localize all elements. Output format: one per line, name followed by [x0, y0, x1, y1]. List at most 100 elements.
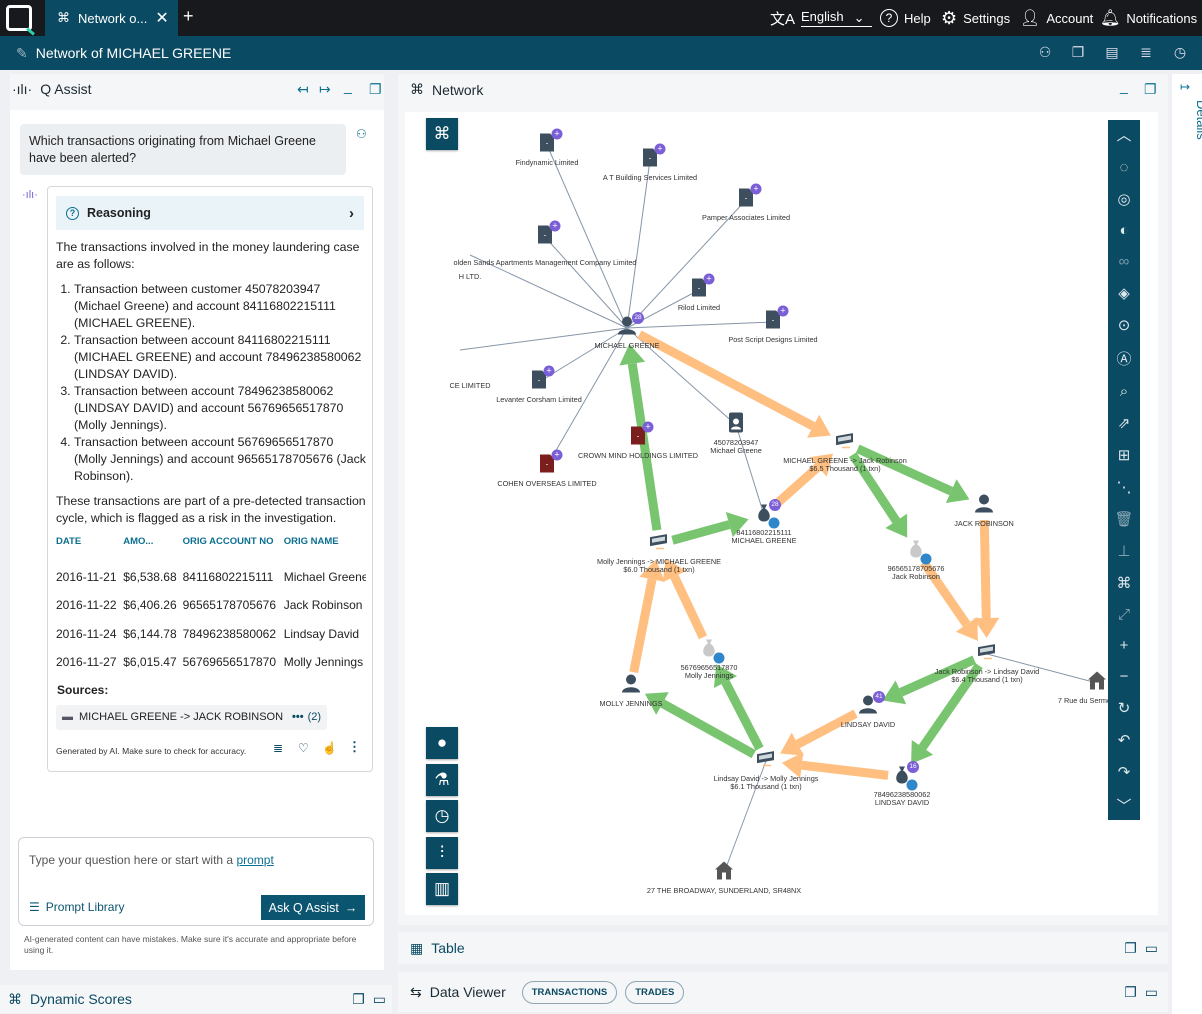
edge-beneficiary[interactable]: [855, 444, 970, 503]
chevron-down-icon[interactable]: ﹀: [1116, 798, 1132, 815]
edge-link[interactable]: [546, 327, 628, 467]
company-icon[interactable]: ▪▪: [642, 148, 658, 173]
company-red-icon[interactable]: ▪▪: [630, 426, 646, 451]
popout-icon[interactable]: ❐: [1124, 983, 1137, 1000]
collapse-left-icon[interactable]: ↤: [297, 81, 309, 97]
minimize-icon[interactable]: _: [1120, 78, 1128, 94]
auto-layout-icon[interactable]: Ⓐ: [1116, 351, 1132, 368]
person-icon[interactable]: [616, 316, 638, 341]
company-icon[interactable]: ▪▪: [691, 278, 707, 303]
copy-icon[interactable]: ❐: [1071, 44, 1085, 60]
edge-link[interactable]: [986, 653, 1098, 684]
maximize-icon[interactable]: ▭: [1144, 983, 1158, 1000]
company-icon[interactable]: ▪▪: [738, 188, 754, 213]
thumbs-up-icon[interactable]: ☝: [322, 741, 337, 755]
expand-right-icon[interactable]: ↦: [319, 81, 331, 97]
reasoning-toggle[interactable]: ? Reasoning ›: [56, 196, 364, 230]
edge-link[interactable]: [626, 199, 747, 329]
edge-beneficiary[interactable]: [882, 655, 977, 705]
edge-beneficiary[interactable]: [644, 692, 756, 759]
company-red-icon[interactable]: ▪▪: [539, 454, 555, 479]
expand-plus-icon[interactable]: +: [551, 449, 563, 461]
edge-link[interactable]: [469, 254, 628, 329]
edge-origin[interactable]: [771, 453, 834, 510]
database-icon[interactable]: ≣: [1140, 44, 1152, 60]
clipboard-icon[interactable]: ▤: [1105, 44, 1119, 60]
more-sources-button[interactable]: ••• (2): [286, 705, 328, 730]
expand-plus-icon[interactable]: +: [543, 365, 555, 377]
maximize-icon[interactable]: ▭: [372, 990, 386, 1007]
column-header[interactable]: DATE: [56, 535, 82, 547]
pin-icon[interactable]: ⊥: [1117, 543, 1131, 560]
fit-screen-icon[interactable]: ⤢: [1117, 606, 1130, 623]
edge-origin[interactable]: [662, 558, 708, 640]
refresh-icon[interactable]: ↻: [1117, 700, 1131, 717]
shortest-path-icon[interactable]: ⇗: [1117, 415, 1131, 432]
edge-link[interactable]: [626, 327, 737, 426]
path-icon[interactable]: ⋱: [1116, 479, 1132, 496]
edge-origin[interactable]: [629, 559, 665, 674]
question-input[interactable]: Type your question here or start with a …: [18, 837, 374, 926]
language-select[interactable]: 文A English ⌄: [770, 0, 872, 36]
help-button[interactable]: ? Help: [880, 0, 931, 36]
popout-icon[interactable]: ❐: [1144, 81, 1157, 97]
statistics-button[interactable]: ▥: [426, 873, 458, 905]
expand-node-icon[interactable]: ◈: [1118, 285, 1130, 302]
network-canvas[interactable]: ▪▪ + Findynamic Limited ▪▪ + A T Building Ser…: [405, 112, 1158, 915]
expand-plus-icon[interactable]: +: [549, 220, 561, 232]
source-chip[interactable]: ▬ MICHAEL GREENE -> JACK ROBINSON ⧉: [56, 705, 303, 730]
more-options-icon[interactable]: ⋮: [348, 739, 361, 754]
new-tab-button[interactable]: +: [183, 6, 194, 26]
zoom-in-icon[interactable]: +: [1119, 637, 1129, 654]
search-icon[interactable]: ⌕: [1119, 383, 1129, 400]
company-icon[interactable]: ▪▪: [765, 310, 781, 335]
edge-link[interactable]: [626, 159, 651, 329]
account-icon[interactable]: [755, 503, 773, 528]
expand-details-icon[interactable]: ↦: [1180, 80, 1191, 94]
history-icon[interactable]: ◷: [1173, 44, 1187, 60]
entity-types-button[interactable]: ●: [426, 727, 458, 759]
column-header[interactable]: ORIG NAME: [283, 535, 339, 547]
txn-icon[interactable]: [834, 433, 856, 454]
review-icon[interactable]: ≣: [273, 741, 284, 755]
edge-origin[interactable]: [637, 330, 831, 438]
thumbs-down-icon[interactable]: ♡: [298, 741, 309, 755]
person-icon[interactable]: ⚇: [1038, 44, 1052, 60]
dynamic-scores-panel[interactable]: ⌘ Dynamic Scores ❐ ▭: [0, 985, 392, 1013]
edge-link[interactable]: [546, 144, 628, 329]
account-button[interactable]: 👤︎ Account: [1020, 0, 1093, 36]
close-tab-icon[interactable]: ✕: [155, 10, 169, 27]
prompt-link[interactable]: prompt: [236, 853, 274, 867]
timeline-button[interactable]: ◷: [426, 800, 458, 832]
edge-link[interactable]: [735, 424, 765, 516]
txn-icon[interactable]: [976, 644, 998, 665]
settings-button[interactable]: ⚙ Settings: [941, 0, 1010, 36]
add-document-icon[interactable]: ⊞: [1117, 447, 1131, 464]
undo-icon[interactable]: ↶: [1117, 732, 1131, 749]
account-grey-icon[interactable]: [907, 539, 925, 564]
edge-beneficiary[interactable]: [911, 662, 983, 764]
minimize-icon[interactable]: _: [344, 78, 352, 94]
edge-link[interactable]: [723, 760, 767, 874]
filters-button[interactable]: ⫶: [426, 837, 458, 869]
txn-icon[interactable]: [648, 534, 670, 555]
expand-plus-icon[interactable]: +: [750, 183, 762, 195]
company-icon[interactable]: ▪▪: [539, 133, 555, 158]
txn-icon[interactable]: [755, 751, 777, 772]
details-tab[interactable]: Details: [1194, 100, 1202, 140]
tab-network[interactable]: ⌘ Network o... ✕: [45, 0, 178, 36]
trash-icon[interactable]: 🗑︎: [1114, 511, 1134, 528]
edge-beneficiary[interactable]: [619, 343, 662, 531]
column-header[interactable]: ORIG ACCOUNT NO: [182, 535, 274, 547]
chevron-up-icon[interactable]: ︿: [1116, 127, 1132, 144]
prompt-library-button[interactable]: ☰ Prompt Library: [29, 900, 124, 914]
popout-icon[interactable]: ❐: [1124, 939, 1137, 956]
ask-q-assist-button[interactable]: Ask Q Assist →: [261, 895, 365, 920]
house-icon[interactable]: [1087, 671, 1107, 696]
table-panel[interactable]: ▦ Table ❐ ▭: [398, 932, 1168, 964]
maximize-icon[interactable]: ▭: [1144, 939, 1158, 956]
click-select-icon[interactable]: ◎: [1117, 191, 1131, 208]
link-icon[interactable]: ∞: [1118, 253, 1130, 270]
network-graph[interactable]: [405, 112, 1158, 915]
company-icon[interactable]: ▪▪: [531, 370, 547, 395]
